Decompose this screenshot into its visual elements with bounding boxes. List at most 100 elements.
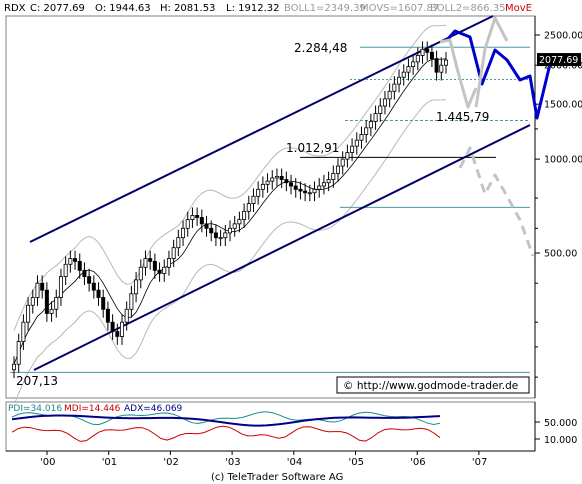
candle-body bbox=[101, 297, 106, 310]
x-tick-label: '04 bbox=[287, 457, 302, 468]
candle-body bbox=[218, 237, 223, 240]
candlesticks bbox=[11, 41, 448, 379]
candle-body bbox=[58, 276, 63, 298]
candle-body bbox=[199, 217, 204, 225]
ind-ytick-10: 10.000 bbox=[544, 435, 577, 446]
candle-body bbox=[260, 183, 265, 190]
candle-body bbox=[49, 308, 54, 314]
projection-alt-path-b bbox=[474, 16, 509, 108]
candle-body bbox=[162, 266, 167, 274]
candle-body bbox=[166, 258, 171, 268]
candle-body bbox=[312, 188, 317, 194]
candle-body bbox=[91, 282, 96, 291]
header-movs: MOVS=1607.87 bbox=[360, 3, 439, 14]
candle-body bbox=[373, 113, 378, 122]
x-tick-label: '07 bbox=[472, 457, 487, 468]
y-tick-label: 1000.00 bbox=[544, 155, 582, 166]
candle-body bbox=[265, 180, 270, 185]
candle-body bbox=[68, 258, 73, 265]
candle-body bbox=[232, 223, 237, 229]
candle-body bbox=[378, 105, 383, 114]
annotation-label: 207,13 bbox=[16, 374, 58, 388]
candle-body bbox=[382, 98, 387, 107]
candle-body bbox=[63, 263, 68, 278]
candle-body bbox=[54, 297, 59, 310]
candle-body bbox=[148, 258, 153, 262]
candle-body bbox=[87, 276, 92, 284]
candle-body bbox=[364, 127, 369, 135]
adx-line bbox=[11, 414, 441, 427]
candle-body bbox=[284, 179, 289, 184]
ind-ytick-50: 50.000 bbox=[544, 418, 577, 429]
candle-body bbox=[420, 48, 425, 56]
candle-body bbox=[35, 282, 40, 298]
candle-body bbox=[129, 293, 134, 310]
projections bbox=[439, 16, 552, 257]
trend-channel bbox=[29, 15, 531, 371]
pdi-line bbox=[11, 411, 441, 426]
candle-body bbox=[26, 304, 31, 323]
candle-body bbox=[190, 214, 195, 220]
adx-label: ADX=46.069 bbox=[124, 404, 183, 414]
y-tick-labels: 2500.00 2000.00 1500.00 1000.00 500.00 bbox=[535, 31, 582, 378]
channel-upper-line bbox=[29, 15, 494, 243]
mdi-line bbox=[11, 425, 441, 442]
candle-body bbox=[134, 279, 139, 295]
candle-body bbox=[73, 258, 78, 262]
candle-body bbox=[124, 308, 129, 323]
watermark: © http://www.godmode-trader.de bbox=[336, 376, 530, 394]
indicator-lines bbox=[11, 411, 441, 442]
candle-body bbox=[96, 289, 101, 298]
candle-body bbox=[40, 282, 45, 291]
candle-body bbox=[340, 158, 345, 167]
candle-body bbox=[345, 152, 350, 160]
x-tick-label: '02 bbox=[163, 457, 178, 468]
candle-body bbox=[16, 341, 21, 365]
header-open: O: 1944.63 bbox=[95, 3, 151, 14]
candle-body bbox=[293, 185, 298, 190]
annotation-label: 2.284,48 bbox=[294, 41, 347, 55]
last-price-tag: 2077.69 bbox=[537, 53, 581, 67]
header-close: C: 2077.69 bbox=[30, 3, 85, 14]
candle-body bbox=[227, 227, 232, 234]
candle-body bbox=[406, 66, 411, 73]
candle-body bbox=[209, 227, 214, 234]
candle-body bbox=[237, 219, 242, 225]
candle-body bbox=[30, 297, 35, 306]
candle-body bbox=[279, 176, 284, 180]
candle-body bbox=[157, 269, 162, 274]
pdi-label: PDI=34.016 bbox=[8, 404, 62, 414]
candle-body bbox=[274, 176, 279, 179]
svg-text:2077.69: 2077.69 bbox=[539, 55, 578, 66]
indicator-panel-frame bbox=[5, 401, 536, 452]
projection-alt-path-a bbox=[439, 38, 478, 109]
candle-body bbox=[223, 232, 228, 239]
mdi-label: MDI=14.446 bbox=[64, 404, 121, 414]
candle-body bbox=[303, 190, 308, 194]
candle-body bbox=[21, 321, 26, 342]
price-annotations: 2.284,48 1.445,79 1.012,91 207,13 bbox=[16, 41, 489, 388]
svg-text:© http://www.godmode-trader.de: © http://www.godmode-trader.de bbox=[343, 380, 518, 392]
candle-body bbox=[77, 260, 82, 271]
candle-body bbox=[317, 185, 322, 190]
candle-body bbox=[251, 195, 256, 205]
x-tick-label: '03 bbox=[225, 457, 240, 468]
y-tick-label: 500.00 bbox=[544, 249, 577, 260]
candle-body bbox=[350, 145, 355, 153]
y-tick-label: 1500.00 bbox=[544, 100, 582, 111]
candle-body bbox=[105, 308, 110, 323]
candle-body bbox=[138, 266, 143, 281]
x-tick-labels: '00 '01 '02 '03 '04 '05 '06 '07 bbox=[40, 451, 487, 468]
candle-body bbox=[110, 321, 115, 332]
candle-body bbox=[425, 48, 430, 53]
y-tick-label: 2500.00 bbox=[544, 31, 582, 42]
candle-body bbox=[392, 83, 397, 92]
candle-body bbox=[143, 258, 148, 268]
candle-body bbox=[289, 182, 294, 187]
header-symbol: RDX bbox=[4, 3, 26, 14]
bollinger-upper bbox=[13, 24, 447, 331]
header-move: MovE bbox=[505, 3, 532, 14]
header-boll2: BOLL2=866.35 bbox=[430, 3, 505, 14]
header-high: H: 2081.53 bbox=[160, 3, 215, 14]
